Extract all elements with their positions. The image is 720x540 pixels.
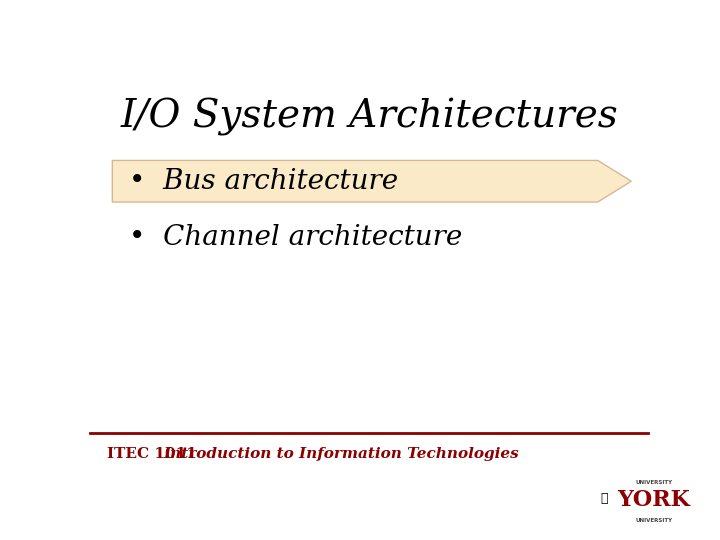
Text: •  Channel architecture: • Channel architecture [129,224,462,251]
Text: I/O System Architectures: I/O System Architectures [120,98,618,136]
Polygon shape [112,160,631,202]
Text: YORK: YORK [617,489,690,511]
Text: UNIVERSITY: UNIVERSITY [635,480,672,485]
Text: 🏛: 🏛 [600,492,608,505]
Text: ITEC 1011: ITEC 1011 [107,447,197,461]
Text: UNIVERSITY: UNIVERSITY [635,518,672,523]
Text: •  Bus architecture: • Bus architecture [129,168,398,195]
Text: Introduction to Information Technologies: Introduction to Information Technologies [163,447,519,461]
